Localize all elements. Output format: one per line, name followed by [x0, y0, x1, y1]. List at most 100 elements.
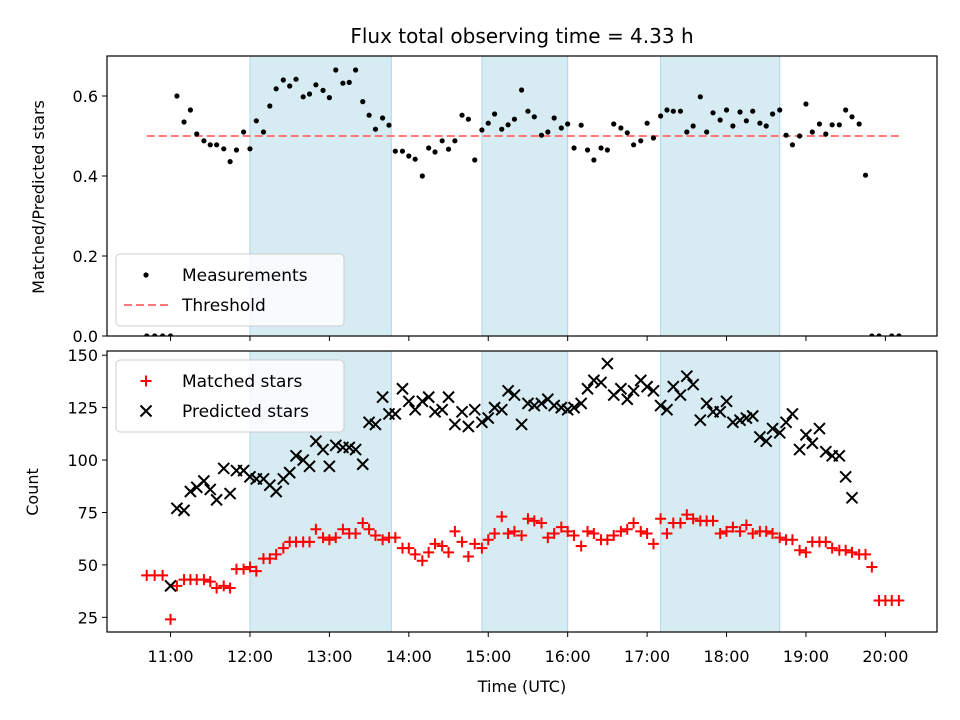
predicted-star-point — [210, 493, 223, 507]
measurement-point — [690, 123, 696, 129]
matched-star-point — [621, 523, 633, 535]
predicted-star-point — [349, 443, 362, 456]
measurement-point — [300, 94, 306, 100]
measurement-point — [174, 93, 180, 99]
matched-star-point — [747, 527, 759, 539]
matched-star-point — [449, 525, 461, 537]
plot-frame — [106, 350, 938, 633]
predicted-star-point — [482, 411, 495, 425]
matched-star-point — [786, 534, 798, 546]
legend-dot-marker — [143, 272, 149, 278]
matched-star-point — [264, 553, 276, 565]
observing-window — [660, 350, 781, 633]
measurement-point — [849, 114, 855, 120]
legend-label: Measurements — [182, 266, 308, 286]
measurement-point — [836, 122, 842, 128]
measurement-point — [598, 145, 604, 151]
measurement-point — [241, 129, 247, 135]
legend: Measurements Threshold — [115, 253, 345, 327]
matched-star-point — [270, 548, 282, 560]
matched-star-point — [516, 530, 528, 542]
matched-star-point — [641, 527, 653, 539]
measurement-point — [214, 142, 220, 148]
predicted-star-point — [647, 384, 660, 398]
measurement-point — [525, 108, 531, 114]
matched-star-point — [826, 542, 838, 554]
predicted-star-point — [475, 416, 489, 429]
legend-label: Predicted stars — [182, 402, 309, 422]
matched-star-point — [429, 538, 441, 550]
predicted-star-point — [535, 397, 548, 410]
y-tick-label: 50 — [78, 556, 98, 575]
legend-box — [115, 253, 345, 327]
y-tick-label: 100 — [67, 451, 98, 470]
measurement-point — [730, 123, 736, 129]
matched-star-point — [198, 574, 210, 586]
predicted-star-point — [813, 422, 826, 435]
matched-star-point — [820, 536, 832, 548]
measurement-point — [221, 146, 227, 152]
predicted-star-point — [753, 430, 767, 444]
matched-star-point — [647, 538, 659, 550]
y-tick-label: 0.0 — [73, 327, 98, 346]
measurement-point — [485, 120, 491, 126]
y-tick-label: 25 — [78, 608, 98, 627]
measurement-point — [697, 94, 703, 100]
measurement-point — [233, 147, 240, 153]
x-axis-label: Time (UTC) — [477, 677, 566, 696]
predicted-star-point — [495, 403, 508, 416]
matched-star-point — [423, 546, 435, 558]
measurement-point — [769, 111, 776, 117]
measurement-point — [207, 142, 213, 148]
matched-star-point — [462, 551, 474, 563]
measurement-point — [704, 129, 710, 135]
predicted-star-point — [587, 374, 601, 387]
predicted-star-point — [614, 382, 628, 395]
predicted-star-point — [396, 382, 409, 395]
predicted-star-point — [694, 413, 707, 427]
matched-star-point — [794, 544, 806, 556]
measurement-point — [777, 107, 783, 113]
measurement-point — [757, 120, 763, 126]
x-tick-label: 19:00 — [783, 647, 829, 666]
matched-star-point — [628, 517, 640, 529]
measurement-point — [650, 135, 657, 141]
predicted-star-point — [356, 458, 369, 471]
measurement-point — [346, 79, 352, 85]
measurement-point — [638, 138, 644, 144]
matched-star-point — [389, 532, 401, 544]
predicted-star-point — [806, 437, 819, 450]
matched-star-point — [582, 525, 594, 537]
measurement-point — [889, 333, 895, 336]
predicted-star-point — [680, 369, 694, 383]
measurement-point — [392, 148, 398, 154]
predicted-star-point — [686, 378, 700, 391]
measurement-point — [763, 123, 769, 129]
predicted-star-point — [786, 407, 799, 421]
measurement-point — [670, 108, 676, 114]
predicted-star-point — [640, 380, 654, 393]
x-tick-label: 13:00 — [306, 647, 352, 666]
measurement-point — [604, 147, 610, 153]
matched-star-point — [337, 523, 349, 535]
measurement-point — [293, 76, 299, 82]
predicted-star-point — [501, 384, 515, 398]
measurement-point — [630, 142, 637, 148]
predicted-star-point — [528, 399, 541, 412]
matched-star-point — [707, 515, 719, 527]
measurement-point — [578, 122, 584, 128]
predicted-star-point — [283, 466, 296, 479]
predicted-star-point — [488, 401, 501, 414]
measurement-point — [499, 126, 505, 132]
measurement-point — [313, 82, 319, 88]
y-tick-label: 75 — [78, 503, 98, 522]
matched-star-point — [681, 509, 693, 521]
predicted-star-point — [720, 395, 733, 408]
matched-star-point — [721, 525, 733, 537]
predicted-star-point — [799, 428, 813, 442]
measurement-point — [340, 80, 346, 86]
measurement-point — [260, 129, 267, 135]
measurement-point — [796, 133, 803, 139]
predicted-star-point — [269, 485, 283, 498]
measurement-point — [750, 108, 756, 114]
